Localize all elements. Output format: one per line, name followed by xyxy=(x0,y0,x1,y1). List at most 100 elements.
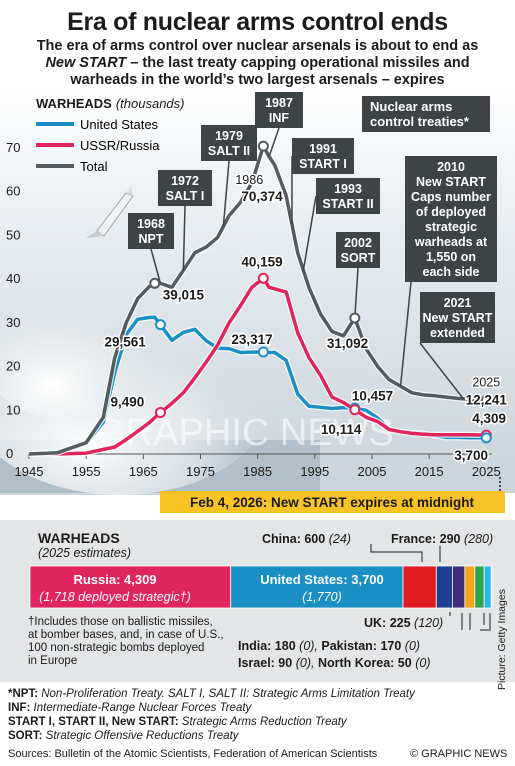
label-china: China: 600 (24) xyxy=(262,532,351,546)
treaty-connector xyxy=(222,160,230,227)
note-npt-text: Non-Proliferation Treaty. SALT I, SALT I… xyxy=(38,688,415,700)
legend-label-us: United States xyxy=(80,117,159,132)
y-tick-label: 70 xyxy=(6,140,20,155)
treaty-box-1979 xyxy=(201,125,257,161)
treaty-text: 1,550 on xyxy=(426,250,476,264)
footnote-line-4: in Europe xyxy=(28,655,78,667)
note-sort-abbr: SORT: xyxy=(8,730,43,742)
subtitle-line-1: The era of arms control over nuclear ars… xyxy=(36,38,479,54)
label-pakistan-total: Pakistan: 170 xyxy=(321,639,402,653)
treaty-text: 1993 xyxy=(334,182,362,196)
data-label: 9,490 xyxy=(110,394,144,409)
label-china-deployed: (24) xyxy=(328,532,351,546)
expiry-banner-text: Feb 4, 2026: New START expires at midnig… xyxy=(190,495,475,510)
y-tick-label: 60 xyxy=(6,184,20,199)
data-label: 70,374 xyxy=(241,189,283,204)
treaty-connector xyxy=(268,127,280,157)
treaty-text: START I xyxy=(299,157,347,171)
treaty-text: Caps number xyxy=(411,190,491,204)
label-uk-deployed: (120) xyxy=(414,616,444,630)
warheads-line-chart: GRAPHIC NEWS 1945 1955 1965 1975 1985 1995 200… xyxy=(0,88,515,513)
label-pakistan-deployed: (0) xyxy=(404,639,421,653)
treaty-text: warheads at xyxy=(414,235,488,249)
data-label: 4,309 xyxy=(472,411,506,426)
picture-credit: Picture: Getty Images xyxy=(496,589,508,690)
legend-label-russia: USSR/Russia xyxy=(80,138,160,153)
warheads-2025-stacked-bar: Russia: 4,309 (1,718 deployed strategic†… xyxy=(29,565,493,609)
subtitle-line-3: warheads in the world’s two largest arse… xyxy=(70,72,445,88)
data-label: 2025 xyxy=(472,375,500,389)
footnote-line-3: 100 non-strategic bombs deployed xyxy=(28,642,205,654)
label-china-total: China: 600 xyxy=(262,532,326,546)
x-tick-label: 1965 xyxy=(129,464,158,479)
warheads-2025-heading: WARHEADS xyxy=(38,530,120,546)
stacked-bar-segments xyxy=(29,565,493,609)
x-tick-label: 1985 xyxy=(243,464,272,479)
x-tick-label: 2025 xyxy=(472,464,501,479)
y-tick-label: 40 xyxy=(6,271,20,286)
footnote-line-1: †Includes those on ballistic missiles, xyxy=(28,616,213,628)
y-tick-label: 50 xyxy=(6,227,20,242)
label-israel-deployed: (0), xyxy=(295,656,315,670)
label-france-total: France: 290 xyxy=(391,532,461,546)
treaty-box-2002 xyxy=(336,232,380,268)
label-india-pakistan: India: 180 (0), Pakistan: 170 (0) xyxy=(238,639,420,653)
chart-axes: 1945 1955 1965 1975 1985 1995 2005 2015 2025 0 10 2… xyxy=(6,140,501,479)
note-sort: SORT: Strategic Offensive Reductions Tre… xyxy=(8,729,498,743)
label-uk: UK: 225 (120) xyxy=(364,616,443,630)
x-tick-label: 1975 xyxy=(186,464,215,479)
y-tick-label: 10 xyxy=(6,402,20,417)
warheads-2025-subheading: (2025 estimates) xyxy=(38,546,132,560)
x-tick-label: 2005 xyxy=(358,464,387,479)
bar-segment-russia xyxy=(29,565,232,609)
label-israel-total: Israel: 90 xyxy=(238,656,293,670)
note-start-abbr: START I, START II, New START: xyxy=(8,716,179,728)
label-israel-nk: Israel: 90 (0), North Korea: 50 (0) xyxy=(238,656,430,670)
treaty-text: strategic xyxy=(425,220,477,234)
treaty-text: 2010 xyxy=(437,160,465,174)
data-point-marker xyxy=(154,319,166,331)
treaty-text: SALT I xyxy=(166,189,205,203)
note-start: START I, START II, New START: Strategic … xyxy=(8,715,498,729)
data-label-layer: 39,015 29,561 9,490 1986 70,374 40,159 23,317 3… xyxy=(103,140,509,464)
data-point-marker xyxy=(349,312,361,324)
subtitle-line-2-rest: – the last treaty capping operational mi… xyxy=(126,55,470,71)
chart-legend: WARHEADS (thousands) United States USSR/R… xyxy=(36,96,185,174)
svg-text:WARHEADS(thousands): WARHEADS (thousands) xyxy=(36,96,185,111)
treaty-connector xyxy=(150,248,162,284)
bar-segment-china xyxy=(402,565,437,609)
bar-sublabel-russia: (1,718 deployed strategic†) xyxy=(39,590,190,604)
note-npt: *NPT: Non-Proliferation Treaty. SALT I, … xyxy=(8,687,498,701)
data-point-marker xyxy=(480,394,492,406)
series-line-1 xyxy=(51,276,487,456)
data-point-marker xyxy=(257,272,269,284)
subtitle-line-2: New START – the last treaty capping oper… xyxy=(10,55,505,72)
data-label: 29,561 xyxy=(104,335,146,350)
treaty-box-1991 xyxy=(292,138,354,174)
treaty-text: each side xyxy=(423,265,480,279)
label-nk-total: North Korea: 50 xyxy=(317,656,412,670)
missile-illustration xyxy=(86,186,134,238)
x-tick-label: 1995 xyxy=(300,464,329,479)
treaty-text: NPT xyxy=(139,232,164,246)
treaty-box-1987 xyxy=(255,92,303,128)
x-tick-label: 1955 xyxy=(72,464,101,479)
label-india-deployed: (0), xyxy=(299,639,318,653)
y-tick-label: 0 xyxy=(6,446,13,461)
treaty-text: 1979 xyxy=(215,129,243,143)
treaty-box-2021 xyxy=(420,292,495,343)
y-tick-label: 20 xyxy=(6,359,20,374)
data-label: 12,241 xyxy=(466,392,508,407)
treaty-text: New START xyxy=(416,175,486,189)
treaty-header-line-1: Nuclear arms xyxy=(370,99,452,114)
y-axis-unit: (thousands) xyxy=(116,96,185,111)
data-label: 10,114 xyxy=(321,422,362,437)
label-uk-total: UK: 225 xyxy=(364,616,411,630)
treaty-text: 1968 xyxy=(137,217,165,231)
credit: © GRAPHIC NEWS xyxy=(410,748,508,760)
treaty-box-1972 xyxy=(158,170,212,206)
treaty-box-1993 xyxy=(316,178,380,214)
treaty-text: SALT II xyxy=(208,144,250,158)
data-label: 23,317 xyxy=(231,332,272,347)
